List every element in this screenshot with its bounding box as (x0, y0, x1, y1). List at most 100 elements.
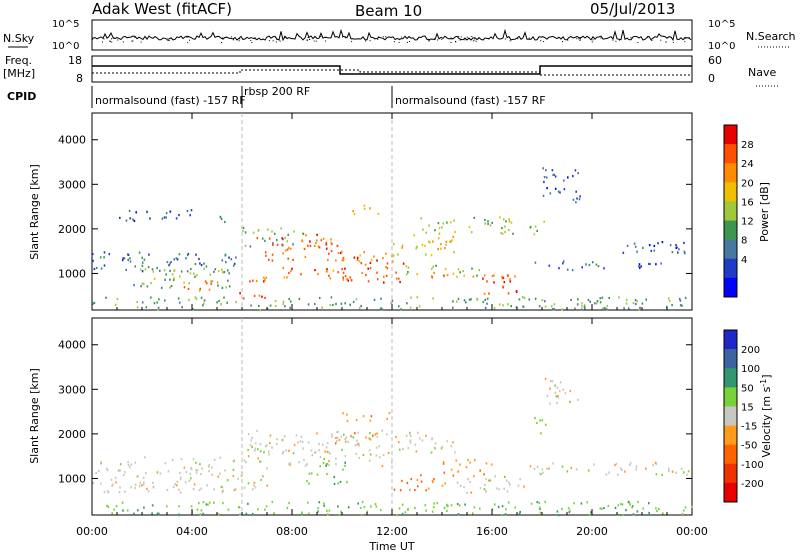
range-time-cell (580, 308, 583, 311)
range-time-cell (543, 176, 546, 179)
range-time-cell (536, 421, 538, 425)
range-time-cell (425, 253, 427, 256)
range-time-cell (251, 445, 253, 449)
range-time-cell (546, 467, 548, 470)
range-time-cell (417, 485, 419, 488)
range-time-cell (95, 266, 98, 269)
range-time-cell (151, 504, 154, 507)
range-time-cell (335, 302, 337, 306)
power-y-label: Slant Range [km] (28, 164, 41, 260)
range-time-cell (195, 297, 198, 300)
range-time-cell (263, 276, 265, 279)
nsearch-dot (592, 39, 594, 41)
nsearch-dot (459, 39, 461, 41)
range-time-cell (198, 502, 200, 505)
range-time-cell (265, 445, 267, 448)
power-panel: 1000 2000 3000 4000 Slant Range [km] 28 24 20… (28, 112, 771, 312)
range-time-cell (127, 258, 129, 261)
range-time-cell (193, 272, 195, 275)
range-time-cell (243, 459, 246, 462)
range-time-cell (172, 485, 175, 489)
range-time-cell (150, 282, 152, 285)
range-time-cell (156, 301, 159, 304)
range-time-cell (390, 301, 392, 305)
range-time-cell (358, 456, 361, 460)
range-time-cell (169, 286, 171, 289)
range-time-cell (395, 271, 397, 274)
range-time-cell (325, 446, 328, 449)
range-time-cell (342, 271, 345, 274)
range-time-cell (632, 301, 635, 305)
range-time-cell (317, 272, 319, 276)
range-time-cell (147, 490, 150, 493)
range-time-cell (292, 258, 294, 261)
range-time-cell (599, 301, 602, 304)
range-time-cell (437, 248, 439, 251)
velocity-colorbar-label: Velocity [m s-1] (759, 374, 773, 457)
range-time-cell (409, 441, 412, 444)
range-time-cell (638, 308, 640, 311)
nsky-label: N.Sky (3, 32, 35, 45)
range-time-cell (446, 221, 448, 224)
nsearch-dot (102, 41, 103, 43)
range-time-cell (365, 436, 367, 439)
range-time-cell (291, 267, 293, 270)
range-time-cell (459, 484, 462, 487)
nsearch-dot (428, 40, 430, 42)
range-time-cell (486, 297, 489, 300)
range-time-cell (143, 506, 145, 509)
nsearch-dot (579, 40, 581, 41)
range-time-cell (369, 261, 372, 264)
range-time-cell (286, 506, 289, 510)
range-time-cell (415, 450, 418, 453)
range-time-cell (107, 505, 110, 509)
range-time-cell (183, 286, 186, 289)
range-time-cell (418, 437, 421, 440)
nsky-panel: N.Sky 10^5 10^0 10^5 10^0 N.Search (3, 19, 796, 52)
nsky-trace (91, 28, 692, 43)
range-time-cell (342, 276, 344, 279)
range-time-cell (247, 502, 249, 505)
range-time-cell (274, 304, 277, 308)
range-time-cell (362, 453, 365, 457)
range-time-cell (469, 480, 471, 483)
range-time-cell (282, 302, 285, 305)
range-time-cell (410, 478, 412, 481)
range-time-cell (303, 247, 306, 250)
range-time-cell (374, 433, 377, 436)
range-time-cell (282, 450, 285, 453)
range-time-cell (163, 216, 166, 219)
range-time-cell (407, 271, 409, 274)
range-time-cell (559, 381, 562, 384)
range-time-cell (420, 480, 423, 483)
range-time-cell (129, 217, 132, 220)
range-time-cell (561, 507, 563, 511)
range-time-cell (333, 482, 336, 485)
range-time-cell (442, 222, 445, 225)
range-time-cell (522, 305, 525, 308)
range-time-cell (335, 457, 337, 460)
range-time-cell (306, 480, 308, 483)
range-time-cell (483, 472, 485, 476)
range-time-cell (505, 220, 507, 223)
range-time-cell (416, 245, 418, 248)
range-time-cell (327, 513, 329, 516)
range-time-cell (119, 469, 121, 472)
y-tick-label: 2000 (58, 428, 86, 441)
range-time-cell (544, 300, 546, 303)
range-time-cell (421, 439, 424, 442)
range-time-cell (557, 190, 560, 193)
range-time-cell (556, 510, 559, 513)
range-time-cell (295, 434, 298, 437)
velocity-cells (92, 318, 693, 517)
range-time-cell (666, 305, 668, 308)
range-time-cell (122, 257, 124, 260)
range-time-cell (519, 478, 521, 481)
range-time-cell (548, 467, 550, 470)
nsearch-dot (284, 37, 286, 39)
range-time-cell (253, 484, 255, 487)
range-time-cell (655, 463, 658, 466)
range-time-cell (123, 474, 125, 477)
colorbar-swatch (724, 406, 737, 427)
range-time-cell (216, 301, 218, 304)
